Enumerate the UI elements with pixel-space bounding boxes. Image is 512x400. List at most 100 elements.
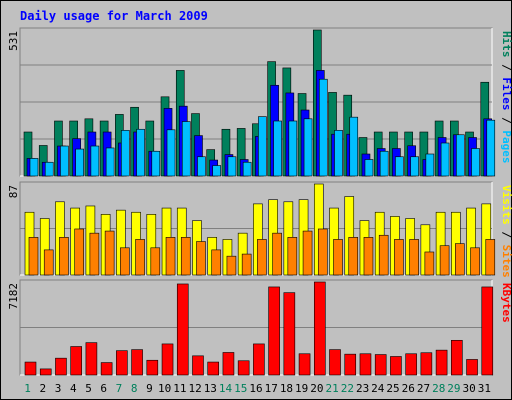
bar-pages-day-18 (288, 120, 298, 177)
bar-kbytes-day-12 (192, 355, 204, 376)
bar-pages-day-12 (197, 156, 206, 177)
bar-sites-day-28 (439, 245, 450, 276)
panel-visits_sites: 87 Visits / Sites (7, 181, 512, 278)
bar-pages-day-11 (181, 121, 191, 177)
bar-kbytes-day-4 (70, 346, 82, 376)
bar-sites-day-12 (196, 241, 206, 276)
bar-pages-day-13 (212, 165, 222, 177)
bar-sites-day-7 (120, 247, 130, 276)
x-tick-label: 8 (131, 382, 138, 395)
legend-item-kbytes: KBytes (500, 283, 512, 323)
bar-sites-day-19 (302, 230, 313, 276)
axis-max-label: 7182 (7, 283, 20, 310)
bar-pages-day-22 (349, 116, 359, 177)
legend-item-hits: Hits (500, 31, 512, 58)
bar-kbytes-day-25 (390, 356, 402, 376)
bar-pages-day-31 (486, 119, 496, 177)
x-tick-label: 22 (341, 382, 354, 395)
x-tick-label: 30 (463, 382, 476, 395)
bar-sites-day-16 (257, 239, 267, 276)
bar-kbytes-day-17 (268, 286, 280, 376)
bar-sites-day-4 (74, 228, 84, 276)
bar-kbytes-day-9 (146, 359, 159, 376)
bar-pages-day-5 (90, 145, 100, 177)
bar-sites-day-25 (394, 239, 404, 276)
x-tick-label: 10 (158, 382, 171, 395)
legend-item-pages: Pages (500, 130, 512, 163)
legend-hits_files_pages: Hits / Files / Pages (500, 31, 512, 164)
bar-kbytes-day-6 (100, 362, 113, 376)
bar-kbytes-day-16 (253, 343, 265, 376)
bar-sites-day-1 (28, 237, 39, 276)
bar-pages-day-6 (105, 147, 115, 177)
bar-kbytes-day-31 (481, 286, 494, 376)
x-tick-label: 14 (219, 382, 233, 395)
bar-kbytes-day-5 (85, 342, 98, 376)
bar-kbytes-day-26 (405, 353, 417, 376)
bar-kbytes-day-2 (39, 368, 52, 376)
x-tick-label: 12 (188, 382, 201, 395)
bar-pages-day-24 (379, 150, 389, 177)
bar-pages-day-8 (136, 128, 145, 177)
x-tick-label: 4 (70, 382, 77, 395)
bar-kbytes-day-29 (451, 339, 463, 376)
bar-pages-day-20 (318, 78, 328, 177)
x-tick-label: 26 (402, 382, 415, 395)
bar-sites-day-5 (89, 232, 100, 276)
bar-pages-day-19 (303, 118, 313, 177)
legend-visits_sites: Visits / Sites (500, 185, 512, 278)
x-tick-label: 17 (265, 382, 278, 395)
x-tick-label: 25 (386, 382, 399, 395)
x-tick-label: 1 (24, 382, 31, 395)
bar-sites-day-30 (470, 247, 480, 276)
bar-sites-day-20 (317, 228, 328, 276)
x-tick-label: 3 (55, 382, 62, 395)
bar-sites-day-29 (455, 243, 465, 276)
x-tick-label: 29 (447, 382, 460, 395)
bar-pages-day-9 (151, 150, 161, 177)
bar-sites-day-9 (150, 247, 161, 276)
bar-kbytes-day-28 (435, 349, 448, 376)
bar-kbytes-day-27 (420, 352, 433, 376)
legend-item-files: Files (500, 77, 512, 110)
legend-separator: / (500, 111, 512, 131)
bar-kbytes-day-10 (161, 343, 174, 376)
bar-pages-day-27 (425, 153, 435, 177)
bar-pages-day-17 (273, 120, 282, 177)
bar-sites-day-22 (348, 237, 359, 276)
x-tick-label: 28 (432, 382, 445, 395)
legend-item-visits: Visits (500, 185, 512, 225)
bar-kbytes-day-7 (116, 350, 128, 376)
bar-pages-day-15 (242, 161, 252, 177)
bar-sites-day-8 (135, 239, 145, 276)
x-tick-label: 20 (310, 382, 323, 395)
bar-sites-day-11 (180, 237, 191, 276)
bar-sites-day-2 (43, 249, 54, 276)
panel-kbytes: 7182 KBytes (7, 279, 512, 376)
bar-kbytes-day-3 (55, 357, 67, 376)
bar-kbytes-day-15 (237, 360, 250, 376)
bar-sites-day-3 (59, 237, 69, 276)
x-tick-label: 18 (280, 382, 293, 395)
x-tick-label: 19 (295, 382, 308, 395)
bar-pages-day-26 (410, 156, 419, 177)
bar-kbytes-day-18 (283, 292, 296, 376)
legend-item-sites: Sites (500, 245, 512, 278)
bar-kbytes-day-22 (344, 353, 357, 376)
bar-kbytes-day-30 (466, 359, 478, 376)
x-tick-label: 2 (40, 382, 47, 395)
bar-kbytes-day-11 (176, 283, 189, 376)
bar-sites-day-24 (378, 234, 389, 276)
x-tick-label: 13 (204, 382, 217, 395)
bar-kbytes-day-24 (374, 354, 387, 376)
x-tick-label: 5 (85, 382, 92, 395)
bar-pages-day-21 (334, 130, 343, 177)
bar-pages-day-16 (258, 116, 267, 177)
panel-hits_files_pages: 531 Hits / Files / Pages (7, 27, 512, 177)
bar-sites-day-6 (104, 230, 115, 276)
x-tick-label: 11 (173, 382, 186, 395)
x-tick-label: 31 (478, 382, 491, 395)
bar-kbytes-day-8 (131, 349, 143, 376)
bar-kbytes-day-1 (24, 361, 37, 376)
